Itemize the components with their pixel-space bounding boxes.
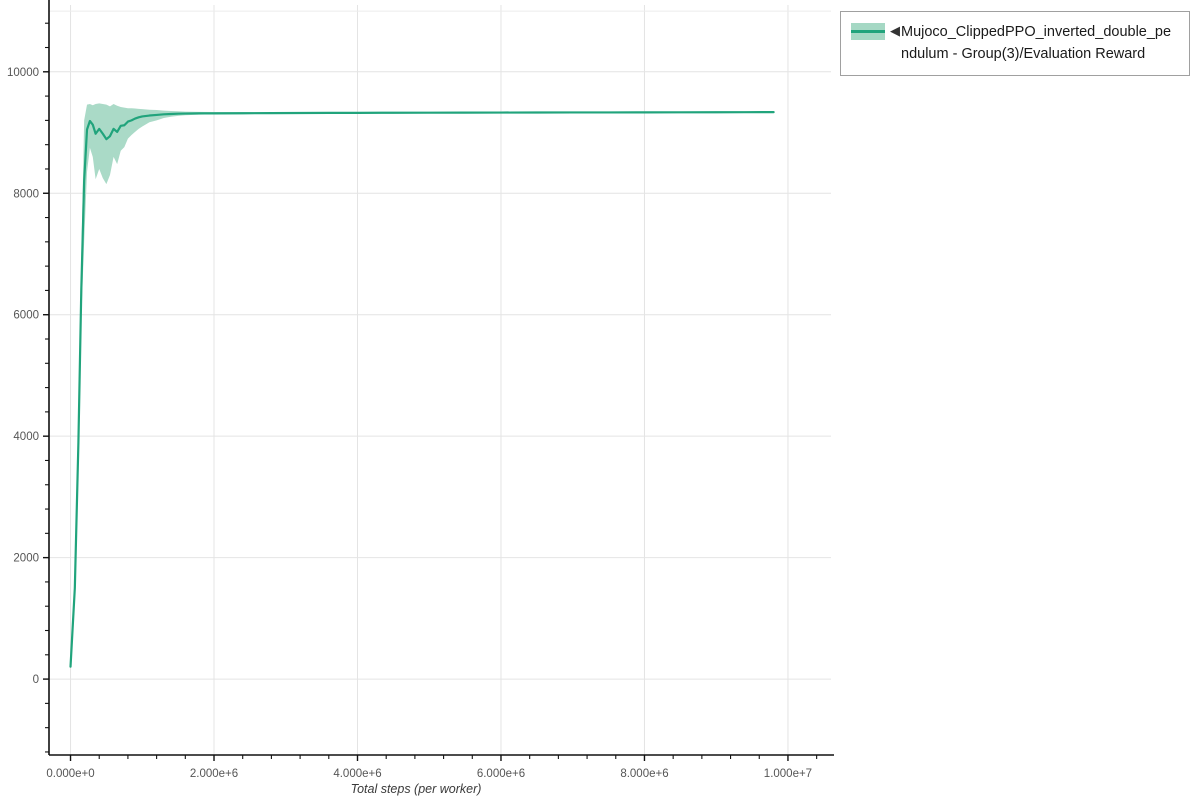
x-tick-labels: 0.000e+0 2.000e+6 4.000e+6 6.000e+6 8.000e+6… <box>46 768 812 780</box>
legend-entry-label: Mujoco_ClippedPPO_inverted_double_pendul… <box>901 24 1172 62</box>
legend-swatch <box>851 23 885 40</box>
axes-spines <box>48 0 834 756</box>
svg-text:10000: 10000 <box>7 67 39 79</box>
x-axis-label: Total steps (per worker) <box>350 782 482 796</box>
legend-line-swatch <box>851 30 885 33</box>
legend-marker-icon: ◀ <box>890 23 900 38</box>
tick-marks <box>43 22 818 761</box>
series-line <box>69 111 775 668</box>
chart-legend[interactable]: ◀ Mujoco_ClippedPPO_inverted_double_pend… <box>840 11 1190 76</box>
svg-text:4.000e+6: 4.000e+6 <box>333 768 381 780</box>
gridlines <box>49 5 831 755</box>
svg-text:4000: 4000 <box>13 431 39 443</box>
svg-text:0.000e+0: 0.000e+0 <box>46 768 94 780</box>
svg-text:8000: 8000 <box>13 188 39 200</box>
confidence-band <box>70 103 774 669</box>
svg-text:1.000e+7: 1.000e+7 <box>764 768 812 780</box>
svg-text:2.000e+6: 2.000e+6 <box>190 768 238 780</box>
y-tick-labels: 0 2000 4000 6000 8000 10000 <box>7 67 39 686</box>
svg-text:0: 0 <box>33 674 39 686</box>
svg-text:6.000e+6: 6.000e+6 <box>477 768 525 780</box>
svg-text:6000: 6000 <box>13 310 39 322</box>
svg-text:2000: 2000 <box>13 553 39 565</box>
svg-text:8.000e+6: 8.000e+6 <box>620 768 668 780</box>
